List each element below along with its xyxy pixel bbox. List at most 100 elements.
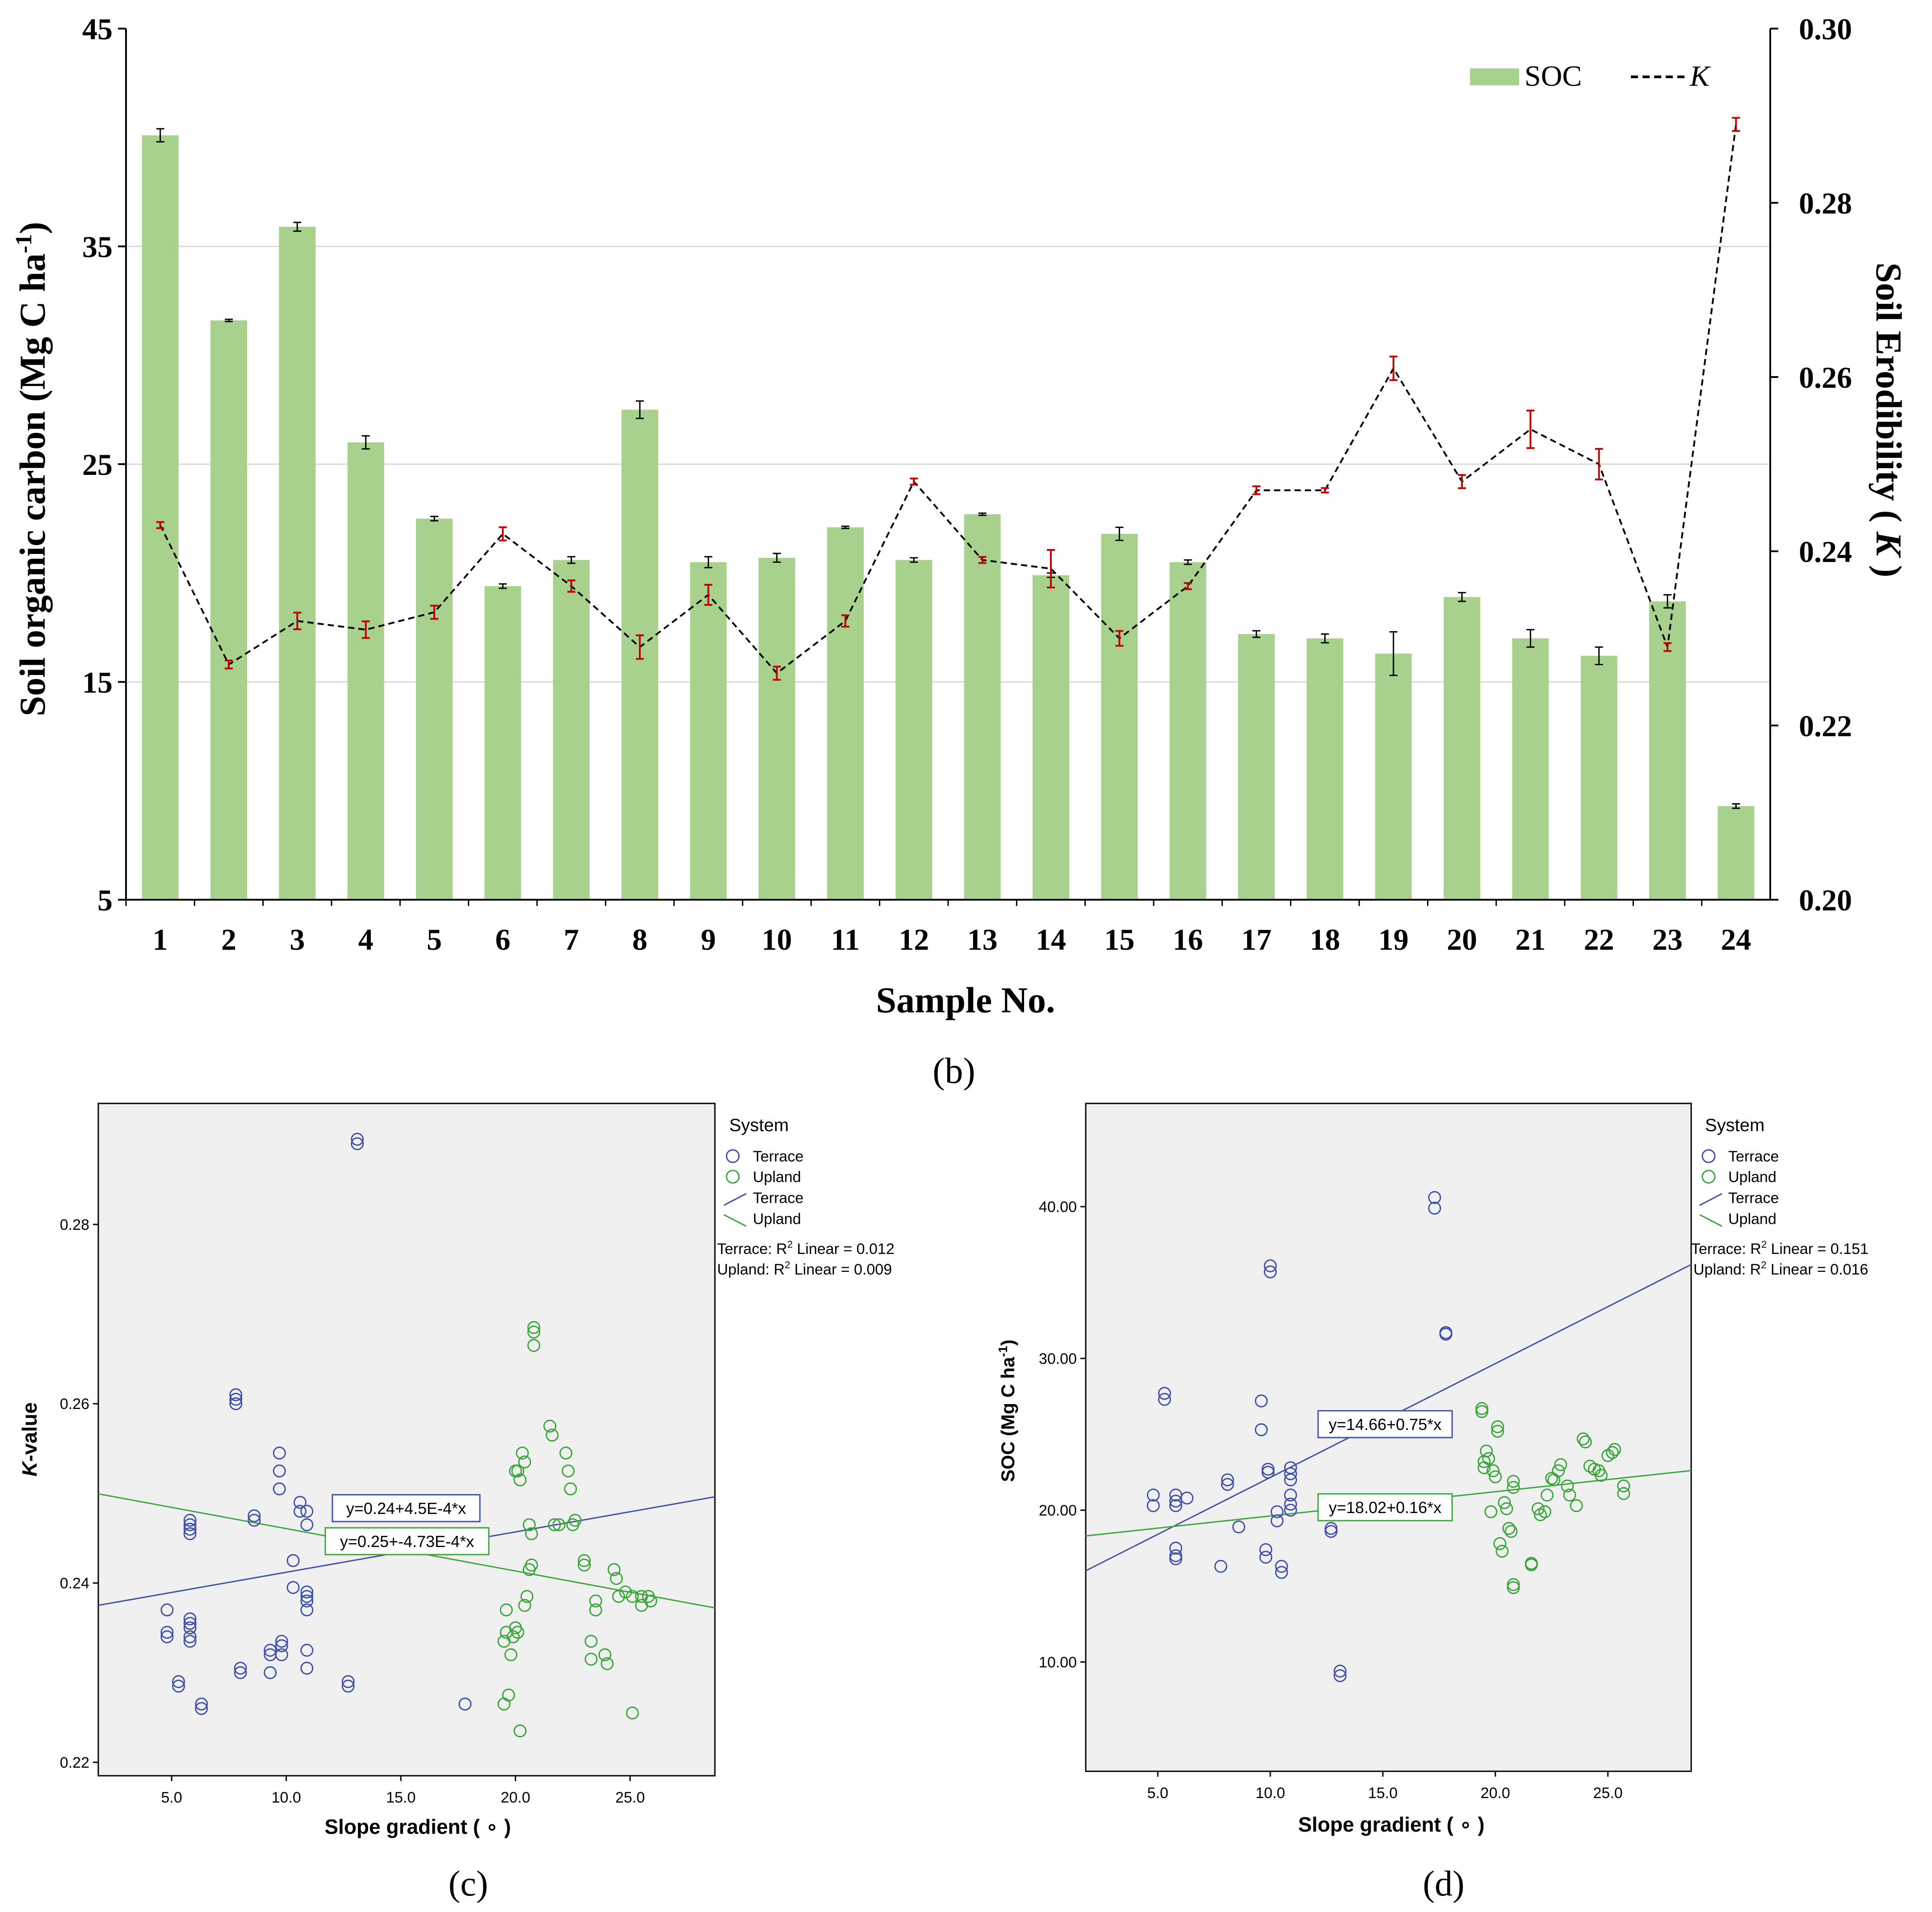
upland-point-11 [1493, 1537, 1507, 1550]
soc-bar-14 [1033, 575, 1069, 900]
terrace-point-16 [229, 1388, 243, 1401]
upland-point-6 [1484, 1505, 1498, 1518]
upland-point-30 [1554, 1458, 1567, 1472]
k-error-bar-5 [430, 604, 438, 620]
panel-d-terrace-equation: y=14.66+0.75*x [1317, 1410, 1453, 1438]
k-error-bar-16 [1184, 582, 1192, 590]
panel-d-legend-terrace-line [1699, 1193, 1722, 1206]
soc-error-bar-6 [499, 583, 507, 589]
soc-error-bar-4 [361, 435, 370, 450]
soc-error-bar-3 [293, 222, 302, 232]
soc-bar-6 [484, 586, 521, 900]
x-tick-label-20.0: 20.0 [1481, 1785, 1510, 1802]
soc-error-bar-13 [978, 512, 987, 516]
panel-c-legend-upland-marker-label: Upland [753, 1169, 801, 1186]
x-tick-label-9: 9 [701, 922, 716, 956]
panel-c-x-axis-label: Slope gradient ( ∘ ) [324, 1815, 511, 1838]
upland-point-19 [1507, 1578, 1520, 1591]
k-error-bar-11 [841, 614, 849, 628]
x-tick-label-7: 7 [564, 922, 579, 956]
upland-point-18 [1507, 1481, 1520, 1494]
upland-point-39 [1595, 1468, 1608, 1482]
terrace-point-45 [341, 1679, 355, 1693]
upland-point-11 [513, 1473, 527, 1487]
upland-point-7 [1487, 1464, 1500, 1477]
upland-point-40 [601, 1657, 614, 1670]
terrace-point-26 [273, 1447, 286, 1460]
upland-point-19 [525, 1527, 538, 1540]
upland-point-4 [502, 1688, 515, 1702]
left-tick-label-15: 15 [82, 666, 113, 700]
panel-d-r2-upland: Upland: R2 Linear = 0.016 [1693, 1259, 1868, 1278]
upland-point-41 [1606, 1446, 1619, 1459]
k-error-bar-19 [1389, 356, 1398, 381]
upland-point-39 [598, 1648, 612, 1661]
soc-bar-16 [1169, 562, 1206, 900]
upland-point-42 [1608, 1443, 1621, 1456]
upland-point-9 [511, 1626, 525, 1639]
panel-d-r2-terrace: Terrace: R2 Linear = 0.151 [1691, 1239, 1869, 1258]
upland-point-23 [527, 1339, 541, 1352]
terrace-point-32 [1284, 1504, 1297, 1517]
soc-error-bar-18 [1321, 633, 1329, 644]
panel-b-x-axis-label: Sample No. [876, 980, 1055, 1020]
soc-error-bar-2 [225, 319, 233, 323]
upland-point-8 [1489, 1470, 1502, 1484]
panel-c-legend-terrace-marker-label: Terrace [753, 1148, 803, 1165]
upland-point-12 [1495, 1544, 1509, 1558]
terrace-point-20 [1261, 1466, 1275, 1479]
upland-point-9 [1491, 1420, 1504, 1434]
panel-d-legend-terrace-marker [1701, 1149, 1716, 1163]
right-tick-label-0.22: 0.22 [1799, 709, 1852, 743]
upland-point-27 [552, 1518, 566, 1531]
terrace-point-6 [1169, 1499, 1182, 1512]
x-tick-label-10.0: 10.0 [1256, 1785, 1285, 1802]
soc-bar-19 [1375, 654, 1412, 900]
terrace-point-4 [172, 1679, 185, 1693]
k-series-line [159, 124, 1737, 675]
x-tick-label-12: 12 [899, 922, 929, 956]
soc-bar-9 [690, 562, 727, 900]
panel-c-chart: 5.0 10.0 15.0 20.0 25.0 0.22 0.24 0.26 0.28 y=0… [18, 1103, 895, 1904]
soc-bar-24 [1718, 806, 1755, 900]
terrace-point-43 [300, 1661, 314, 1675]
upland-point-22 [1525, 1558, 1538, 1572]
terrace-point-31 [275, 1648, 288, 1661]
terrace-point-36 [300, 1505, 314, 1518]
terrace-point-19 [1261, 1463, 1275, 1476]
panel-c-legend-terrace-line-label: Terrace [753, 1190, 803, 1207]
right-tick-label-0.26: 0.26 [1799, 361, 1852, 394]
terrace-point-40 [300, 1594, 314, 1608]
upland-point-5 [1482, 1452, 1495, 1465]
soc-error-bar-15 [1115, 526, 1124, 541]
upland-point-27 [1545, 1472, 1558, 1485]
terrace-point-2 [1158, 1387, 1171, 1400]
terrace-point-38 [1428, 1201, 1441, 1215]
panel-b-right-tick-labels: 0.20 0.22 0.24 0.26 0.28 0.30 [1799, 12, 1852, 917]
svg-text:y=18.02+0.16*x: y=18.02+0.16*x [1329, 1498, 1441, 1517]
soc-error-bar-1 [156, 128, 164, 143]
terrace-point-29 [1284, 1473, 1297, 1487]
soc-bar-10 [758, 558, 795, 900]
soc-bar-20 [1444, 597, 1480, 900]
x-tick-label-22: 22 [1584, 922, 1614, 956]
x-tick-label-18: 18 [1310, 922, 1340, 956]
panel-c-tick-marks [93, 1224, 631, 1781]
panel-c-label: (c) [449, 1864, 488, 1904]
upland-point-35 [1579, 1435, 1592, 1449]
x-tick-label-6: 6 [495, 922, 510, 956]
panel-c-r2-terrace: Terrace: R2 Linear = 0.012 [717, 1239, 895, 1258]
terrace-point-23 [1270, 1505, 1284, 1518]
x-tick-label-11: 11 [831, 922, 860, 956]
terrace-point-29 [275, 1635, 288, 1648]
panel-b-legend: SOC K [1470, 60, 1711, 92]
terrace-point-10 [183, 1518, 197, 1531]
panel-d-legend-title: System [1705, 1115, 1764, 1135]
y-tick-label-0.28: 0.28 [60, 1216, 89, 1233]
k-error-bar-7 [567, 579, 575, 593]
upland-point-13 [1498, 1496, 1511, 1509]
terrace-point-11 [1214, 1560, 1227, 1573]
x-tick-label-23: 23 [1652, 922, 1683, 956]
terrace-point-7 [1169, 1542, 1182, 1555]
soc-bar-1 [142, 135, 179, 900]
